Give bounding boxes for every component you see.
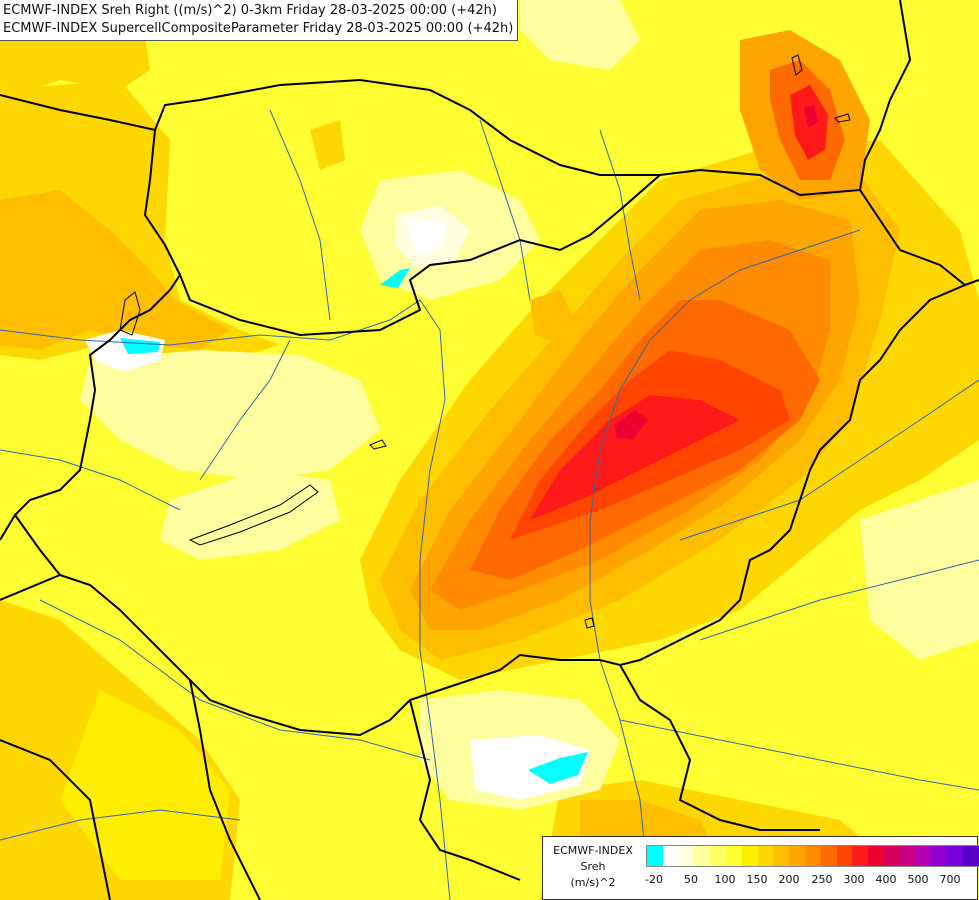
legend-swatch <box>915 846 932 866</box>
field-south-white <box>470 735 590 800</box>
legend-swatch <box>741 846 758 866</box>
field-plume-red <box>530 395 740 520</box>
legend-swatch <box>962 846 979 866</box>
map-title-box: ECMWF-INDEX Sreh Right ((m/s)^2) 0-3km F… <box>0 0 519 41</box>
legend-swatch <box>820 846 837 866</box>
rivers <box>0 109 979 900</box>
field-east-pale <box>860 480 979 660</box>
border-west <box>143 129 181 276</box>
river-east-2 <box>699 559 979 641</box>
legend-tick-label: 700 <box>939 873 961 886</box>
river-west-1 <box>0 449 181 511</box>
legend-title: ECMWF-INDEX Sreh (m/s)^2 <box>545 843 641 891</box>
legend-swatch <box>725 846 742 866</box>
legend-tick-label: 50 <box>684 873 698 886</box>
legend-swatch <box>694 846 711 866</box>
legend-tick-label: 300 <box>843 873 865 886</box>
lake-northeast-1 <box>791 54 803 76</box>
legend-color-bar <box>646 845 979 867</box>
field-south-cyan <box>528 752 588 784</box>
legend-swatch <box>868 846 884 866</box>
border-southwest-2 <box>189 679 261 900</box>
legend-swatch <box>931 846 948 866</box>
lake-small-1 <box>369 439 387 450</box>
river-drava <box>39 599 431 761</box>
border-hungary <box>13 168 967 737</box>
field-plume-core <box>615 410 648 440</box>
border-northeast <box>859 0 912 191</box>
field-west-cyan <box>120 338 160 354</box>
legend-swatch <box>678 846 695 866</box>
legend-swatch <box>947 846 963 866</box>
legend-tick-label: -20 <box>645 873 663 886</box>
border-south <box>619 664 820 831</box>
field-balaton-pale <box>160 470 340 560</box>
legend-tick-label: 400 <box>875 873 897 886</box>
field-west-orange <box>0 190 230 350</box>
border-east <box>964 279 979 286</box>
title-line-2: ECMWF-INDEX SupercellCompositeParameter … <box>3 21 514 36</box>
border-far-west <box>0 514 61 601</box>
legend-swatch <box>804 846 821 866</box>
legend-swatch <box>789 846 805 866</box>
river-north-3 <box>599 129 641 301</box>
river-west-2 <box>0 809 241 841</box>
field-west-pale <box>80 350 380 480</box>
field-spot-north-2 <box>310 120 345 170</box>
legend-swatch <box>836 846 853 866</box>
border-north <box>0 78 660 176</box>
field-north-white <box>405 218 448 255</box>
legend-swatch <box>852 846 869 866</box>
legend-swatch <box>662 846 679 866</box>
river-raba <box>199 339 291 481</box>
legend-title-line-1: ECMWF-INDEX <box>553 844 633 857</box>
legend-swatch <box>757 846 774 866</box>
field-north-cyan <box>380 268 410 288</box>
lake-balaton <box>188 484 319 546</box>
legend-swatch <box>899 846 916 866</box>
legend-swatch <box>710 846 726 866</box>
legend-tick-label: 150 <box>746 873 768 886</box>
lake-south-1 <box>584 617 595 629</box>
river-north-2 <box>479 119 531 301</box>
river-north-1 <box>269 109 331 321</box>
border-far-southwest <box>0 739 111 900</box>
lake-northeast-2 <box>834 113 851 123</box>
legend-tick-label: 500 <box>907 873 929 886</box>
title-line-1: ECMWF-INDEX Sreh Right ((m/s)^2) 0-3km F… <box>3 3 497 18</box>
lake-neusiedl <box>119 291 141 336</box>
field-spot-north-1 <box>530 290 575 345</box>
legend: ECMWF-INDEX Sreh (m/s)^2 -20 50 100 150 200 2… <box>542 836 979 900</box>
legend-title-line-2: Sreh <box>580 860 606 873</box>
field-northeast-core <box>804 105 818 128</box>
field-southwest-deep <box>60 690 230 880</box>
field-top-pale <box>520 0 640 70</box>
legend-swatch <box>647 846 663 866</box>
legend-swatch <box>883 846 900 866</box>
legend-swatch <box>773 846 790 866</box>
river-east-1 <box>679 379 979 541</box>
river-danube <box>0 299 451 900</box>
legend-tick-label: 250 <box>811 873 833 886</box>
legend-tick-label: 200 <box>778 873 800 886</box>
legend-tick-labels: -20 50 100 150 200 250 300 400 500 700 <box>645 873 966 889</box>
river-south-1 <box>619 719 979 791</box>
border-southwest <box>409 699 521 881</box>
legend-title-line-3: (m/s)^2 <box>570 876 616 889</box>
legend-tick-label: 100 <box>714 873 736 886</box>
